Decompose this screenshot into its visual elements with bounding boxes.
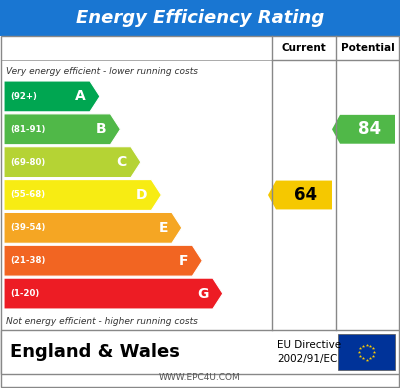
Polygon shape bbox=[4, 114, 120, 145]
Text: Not energy efficient - higher running costs: Not energy efficient - higher running co… bbox=[6, 317, 198, 326]
Text: Current: Current bbox=[282, 43, 326, 53]
Text: C: C bbox=[117, 155, 127, 169]
Polygon shape bbox=[4, 147, 141, 178]
Text: B: B bbox=[96, 122, 106, 136]
Text: (81-91): (81-91) bbox=[10, 125, 45, 134]
Text: G: G bbox=[198, 287, 209, 301]
Text: (39-54): (39-54) bbox=[10, 223, 45, 232]
Text: (1-20): (1-20) bbox=[10, 289, 39, 298]
Text: E: E bbox=[158, 221, 168, 235]
Text: F: F bbox=[179, 254, 188, 268]
Polygon shape bbox=[4, 81, 100, 112]
Text: (69-80): (69-80) bbox=[10, 158, 45, 166]
Polygon shape bbox=[268, 180, 332, 210]
Text: 64: 64 bbox=[294, 186, 318, 204]
Bar bbox=[338, 334, 395, 370]
Text: Potential: Potential bbox=[341, 43, 394, 53]
Polygon shape bbox=[4, 278, 223, 309]
Text: A: A bbox=[75, 89, 86, 104]
Polygon shape bbox=[4, 245, 202, 276]
Bar bbox=[0, 0, 400, 36]
Text: WWW.EPC4U.COM: WWW.EPC4U.COM bbox=[159, 374, 241, 383]
Text: 84: 84 bbox=[358, 120, 381, 138]
Bar bbox=[1, 330, 399, 374]
Polygon shape bbox=[332, 115, 395, 144]
Polygon shape bbox=[4, 212, 182, 243]
Polygon shape bbox=[4, 180, 161, 210]
Text: (55-68): (55-68) bbox=[10, 191, 45, 199]
Text: (21-38): (21-38) bbox=[10, 256, 45, 265]
Text: Energy Efficiency Rating: Energy Efficiency Rating bbox=[76, 9, 324, 27]
Text: England & Wales: England & Wales bbox=[10, 343, 180, 361]
Text: Very energy efficient - lower running costs: Very energy efficient - lower running co… bbox=[6, 68, 198, 76]
Text: EU Directive
2002/91/EC: EU Directive 2002/91/EC bbox=[277, 340, 341, 364]
Text: (92+): (92+) bbox=[10, 92, 37, 101]
Text: D: D bbox=[136, 188, 147, 202]
